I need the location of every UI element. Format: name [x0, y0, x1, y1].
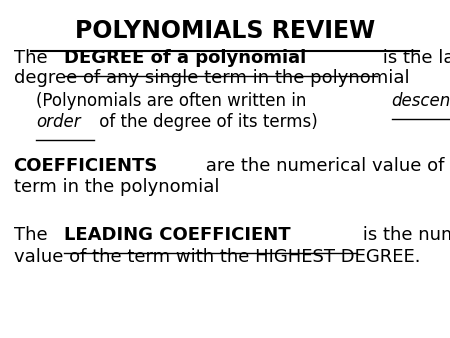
Text: descending: descending: [392, 92, 450, 110]
Text: of the degree of its terms): of the degree of its terms): [94, 113, 317, 131]
Text: term in the polynomial: term in the polynomial: [14, 178, 219, 196]
Text: (Polynomials are often written in: (Polynomials are often written in: [36, 92, 311, 110]
Text: LEADING COEFFICIENT: LEADING COEFFICIENT: [64, 226, 291, 244]
Text: COEFFICIENTS: COEFFICIENTS: [14, 157, 158, 175]
Text: value of the term with the HIGHEST DEGREE.: value of the term with the HIGHEST DEGRE…: [14, 248, 420, 266]
Text: are the numerical value of each: are the numerical value of each: [200, 157, 450, 175]
Text: The: The: [14, 49, 53, 67]
Text: POLYNOMIALS REVIEW: POLYNOMIALS REVIEW: [75, 19, 375, 43]
Text: is the largest: is the largest: [377, 49, 450, 67]
Text: order: order: [36, 113, 81, 131]
Text: The: The: [14, 226, 53, 244]
Text: is the numerical: is the numerical: [357, 226, 450, 244]
Text: DEGREE of a polynomial: DEGREE of a polynomial: [64, 49, 306, 67]
Text: degree of any single term in the polynomial: degree of any single term in the polynom…: [14, 69, 409, 87]
